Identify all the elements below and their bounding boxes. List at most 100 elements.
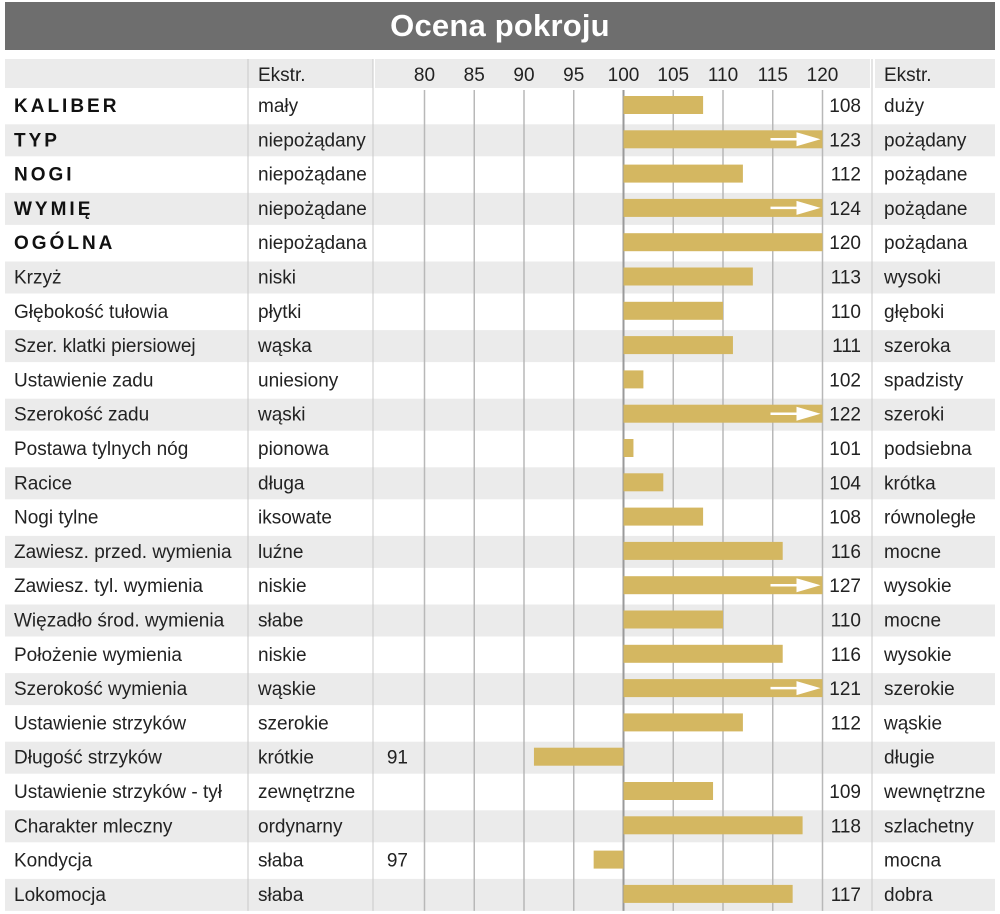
trait-label-bold: KALIBER [14, 96, 119, 117]
low-extreme-label: wąskie [257, 679, 316, 700]
high-extreme-label: wysokie [883, 645, 952, 666]
low-extreme-label: wąska [257, 336, 312, 357]
trait-label-bold: TYP [14, 130, 60, 151]
high-extreme-label: pożądane [884, 165, 967, 186]
bar [623, 336, 733, 355]
tick-label: 90 [513, 65, 534, 86]
trait-label: Więzadło środ. wymienia [14, 611, 225, 632]
low-extreme-label: luźne [258, 542, 303, 563]
low-extreme-label: wąski [257, 405, 306, 426]
trait-label: Ustawienie zadu [14, 370, 153, 391]
bar [593, 850, 624, 869]
row-bg [5, 673, 995, 706]
row-bg [5, 535, 995, 568]
high-extreme-label: mocna [884, 851, 941, 872]
low-extreme-label: szerokie [258, 713, 329, 734]
value-label: 91 [387, 748, 408, 769]
value-label: 118 [831, 816, 861, 837]
high-extreme-label: wysoki [883, 268, 941, 289]
high-extreme-label: pożądane [884, 199, 967, 220]
high-extreme-label: szeroki [884, 405, 944, 426]
trait-label: Kondycja [14, 851, 93, 872]
high-extreme-label: równoległe [884, 508, 976, 529]
row-bg [5, 878, 995, 911]
row-bg [5, 398, 995, 431]
value-label: 112 [831, 713, 861, 734]
trait-label: Zawiesz. tyl. wymienia [14, 576, 203, 597]
high-extreme-label: mocne [884, 542, 941, 563]
bar [623, 96, 704, 114]
low-extreme-label: krótkie [258, 748, 314, 769]
high-extreme-label: długie [884, 748, 935, 769]
value-label: 101 [829, 439, 861, 460]
low-extreme-label: słabe [258, 611, 303, 632]
header-bg-right [875, 59, 995, 88]
trait-label-bold: WYMIĘ [14, 199, 93, 220]
low-extreme-label: iksowate [258, 508, 332, 529]
value-label: 104 [829, 473, 861, 494]
bar [623, 439, 634, 457]
bar [623, 473, 664, 492]
low-extreme-label: uniesiony [258, 370, 339, 391]
high-extreme-label: pożądany [884, 130, 967, 151]
overflow-arrow-head [796, 132, 821, 147]
low-extreme-label: zewnętrzne [258, 782, 355, 803]
header-bg-scale [375, 59, 870, 88]
value-label: 108 [829, 96, 861, 117]
row-bg [5, 124, 995, 157]
trait-label: Długość strzyków [14, 748, 162, 769]
value-label: 109 [829, 782, 861, 803]
row-bg [5, 261, 995, 294]
high-extreme-label: pożądana [884, 233, 968, 254]
high-extreme-label: mocne [884, 611, 941, 632]
high-extreme-label: spadzisty [884, 370, 964, 391]
value-label: 112 [831, 165, 861, 186]
value-label: 121 [829, 679, 861, 700]
bar [623, 404, 823, 423]
value-label: 116 [831, 542, 861, 563]
value-label: 123 [829, 130, 861, 151]
header-left-extreme: Ekstr. [258, 65, 306, 86]
row-bg [5, 604, 995, 637]
value-label: 108 [829, 508, 861, 529]
row-bg [5, 810, 995, 843]
high-extreme-label: krótka [884, 473, 936, 494]
row-bg [5, 741, 995, 774]
tick-label: 95 [563, 65, 584, 86]
bar [623, 644, 783, 663]
tick-label: 110 [708, 65, 738, 86]
low-extreme-label: słaba [258, 885, 304, 906]
low-extreme-label: niskie [258, 576, 307, 597]
row-bg [5, 467, 995, 500]
value-label: 111 [832, 336, 861, 357]
trait-label: Krzyż [14, 268, 62, 289]
overflow-arrow-head [796, 406, 821, 421]
value-label: 110 [831, 611, 861, 632]
tick-label: 120 [807, 65, 839, 86]
low-extreme-label: mały [258, 96, 299, 117]
value-label: 124 [829, 199, 861, 220]
tick-label: 105 [657, 65, 689, 86]
bar [623, 679, 823, 698]
overflow-arrow-head [796, 578, 821, 593]
bar [623, 198, 823, 217]
trait-label: Szerokość wymienia [14, 679, 188, 700]
trait-label: Szerokość zadu [14, 405, 149, 426]
value-label: 102 [829, 370, 861, 391]
value-label: 113 [831, 268, 861, 289]
trait-label: Nogi tylne [14, 508, 99, 529]
value-label: 117 [831, 885, 861, 906]
trait-label: Lokomocja [14, 885, 106, 906]
bar [623, 233, 823, 252]
bar [533, 747, 624, 766]
low-extreme-label: płytki [258, 302, 301, 323]
bar [623, 267, 753, 286]
high-extreme-label: duży [884, 96, 925, 117]
bar [623, 884, 793, 903]
tick-label: 80 [414, 65, 435, 86]
low-extreme-label: ordynarny [258, 816, 343, 837]
high-extreme-label: wysokie [883, 576, 952, 597]
bar [623, 782, 714, 800]
trait-label: Głębokość tułowia [14, 302, 169, 323]
